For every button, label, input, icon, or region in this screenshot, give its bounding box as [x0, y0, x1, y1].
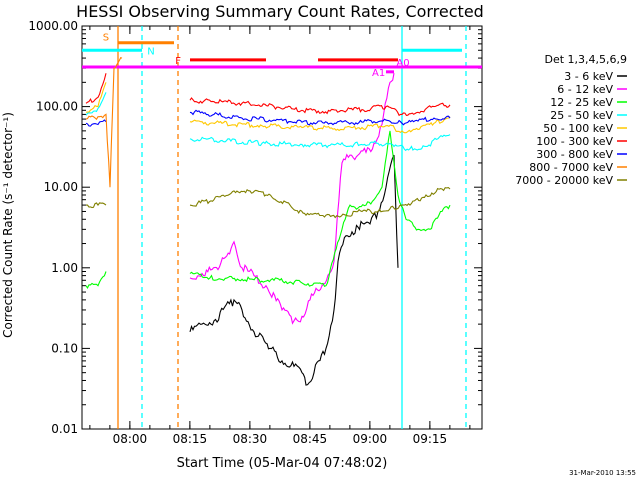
legend-label: 800 - 7000 keV [529, 161, 613, 174]
y-tick-label: 100.00 [36, 100, 78, 114]
footer-timestamp: 31-Mar-2010 13:55 [569, 469, 636, 477]
y-tick-label: 1.00 [51, 261, 78, 275]
legend-label: 300 - 800 keV [536, 148, 613, 161]
series-line [85, 130, 451, 289]
series-line [85, 92, 451, 152]
x-tick-label: 08:00 [113, 432, 148, 446]
series-line [85, 73, 451, 117]
plot-frame [81, 25, 483, 430]
y-tick-label: 0.01 [51, 422, 78, 436]
x-axis-label: Start Time (05-Mar-04 07:48:02) [177, 456, 388, 471]
series-line [85, 109, 451, 127]
x-tick-label: 09:00 [353, 432, 388, 446]
legend-label: 100 - 300 keV [536, 135, 613, 148]
series-line [85, 57, 123, 188]
flag-label-s: S [103, 33, 109, 44]
legend-label: 25 - 50 keV [550, 109, 613, 122]
flag-label-a1: A1 [372, 68, 385, 79]
legend-label: 12 - 25 keV [550, 96, 613, 109]
series-line [189, 73, 395, 325]
x-tick-label: 08:15 [173, 432, 208, 446]
legend-title: Det 1,3,4,5,6,9 [544, 53, 627, 66]
flag-label-a0: A0 [396, 58, 409, 69]
flag-label-n: N [147, 46, 154, 57]
legend-label: 6 - 12 keV [557, 83, 613, 96]
y-tick-label: 1000.00 [28, 19, 78, 33]
chart-title: HESSI Observing Summary Count Rates, Cor… [76, 2, 484, 21]
plot-area: 1000.00 100.00 10.00 1.00 0.10 0.01 08:00 08:15… [28, 19, 483, 446]
x-tick-label: 08:45 [293, 432, 328, 446]
x-tick-label: 08:30 [233, 432, 268, 446]
y-tick-label: 0.10 [51, 341, 78, 355]
y-tick-label: 10.00 [44, 180, 78, 194]
legend-label: 50 - 100 keV [543, 122, 613, 135]
series-line [85, 82, 451, 134]
series-line [189, 154, 399, 386]
y-axis-label: Corrected Count Rate (s⁻¹ detector⁻¹) [1, 112, 15, 338]
x-tick-label: 09:15 [413, 432, 448, 446]
series-line [86, 187, 451, 219]
flag-label-f: F [175, 56, 181, 67]
legend-label: 7000 - 20000 keV [515, 174, 613, 187]
legend-label: 3 - 6 keV [564, 70, 613, 83]
